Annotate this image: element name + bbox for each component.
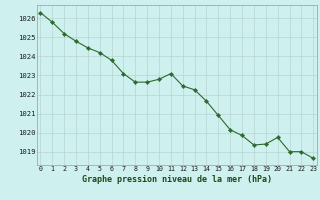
X-axis label: Graphe pression niveau de la mer (hPa): Graphe pression niveau de la mer (hPa) [82, 175, 272, 184]
